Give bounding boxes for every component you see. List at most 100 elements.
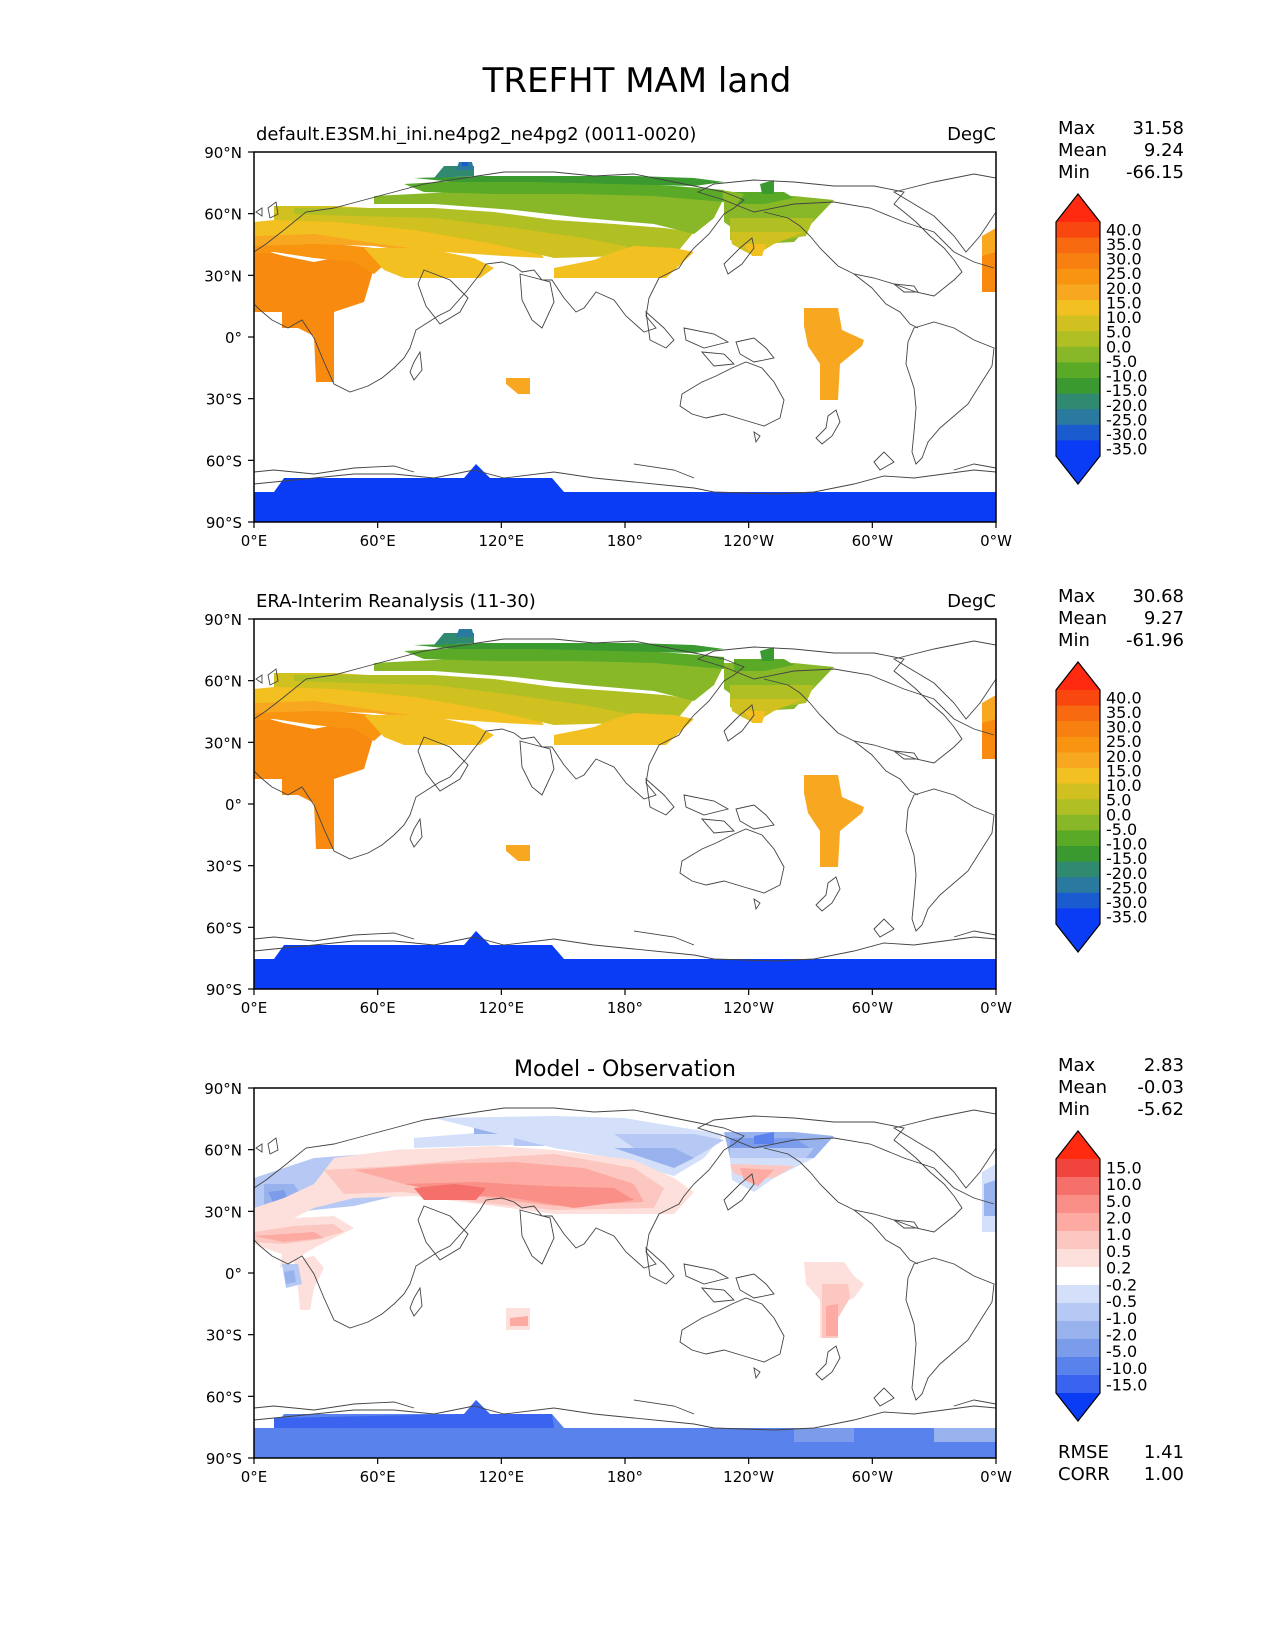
lon-tick-label: 180° <box>607 1468 643 1486</box>
colorbar-segment <box>1056 830 1100 847</box>
lon-tick-label: 60°E <box>360 999 396 1017</box>
lat-axis: 90°N 60°N 30°N 0° 30°S 60°S 90°S <box>204 1080 254 1468</box>
colorbar-tick-label: -20.0 <box>1106 864 1147 883</box>
lat-tick-label: 30°N <box>204 1203 242 1221</box>
lon-tick-label: 60°W <box>852 999 894 1017</box>
colorbar-segment <box>1056 362 1100 379</box>
colorbar-tick-label: 0.5 <box>1106 1242 1131 1261</box>
lat-tick-label: 30°S <box>206 858 242 876</box>
figure-title: TREFHT MAM land <box>482 61 792 101</box>
colorbar-tick-label: -10.0 <box>1106 1359 1147 1378</box>
colorbar-tick-label: 0.2 <box>1106 1259 1131 1278</box>
stat-min-value: -5.62 <box>1137 1099 1184 1120</box>
colorbar-outline <box>1055 661 1101 953</box>
colorbar-segment <box>1056 268 1100 285</box>
stat-max-value: 31.58 <box>1132 118 1184 139</box>
colorbar-segment <box>1056 331 1100 348</box>
stat-min-label: Min <box>1058 630 1090 651</box>
panel-units: DegC <box>947 124 996 145</box>
colorbar-tick-label: 25.0 <box>1106 264 1142 283</box>
colorbar-segment <box>1056 346 1100 363</box>
colorbar-segment <box>1056 440 1100 457</box>
lon-tick-label: 120°W <box>723 532 774 550</box>
colorbar-tick-label: -1.0 <box>1106 1309 1137 1328</box>
stat-max-value: 2.83 <box>1144 1055 1184 1076</box>
lon-tick-label: 120°W <box>723 1468 774 1486</box>
lon-tick-label: 0°E <box>241 1468 268 1486</box>
stat-max-value: 30.68 <box>1132 586 1184 607</box>
lat-tick-label: 90°N <box>204 144 242 162</box>
colorbar-tick-label: 5.0 <box>1106 323 1131 342</box>
colorbar-tick-label: 35.0 <box>1106 703 1142 722</box>
colorbar-segment <box>1056 705 1100 722</box>
stat-rmse-label: RMSE <box>1058 1442 1109 1463</box>
colorbar-tick-label: -5.0 <box>1106 352 1137 371</box>
map-fill <box>254 162 996 522</box>
lon-tick-label: 120°E <box>479 1468 525 1486</box>
colorbar-tick-label: 15.0 <box>1106 1158 1142 1177</box>
lat-tick-label: 0° <box>225 1265 242 1283</box>
lon-tick-label: 0°W <box>980 532 1012 550</box>
stat-corr-value: 1.00 <box>1144 1464 1184 1485</box>
stat-max-label: Max <box>1058 118 1096 139</box>
colorbar-tick-label: 5.0 <box>1106 791 1131 810</box>
colorbar-tick-label: 25.0 <box>1106 732 1142 751</box>
lat-tick-label: 30°N <box>204 267 242 285</box>
colorbar-segment <box>1056 300 1100 317</box>
colorbar-segment <box>1056 1357 1100 1376</box>
colorbar-segment <box>1056 378 1100 395</box>
colorbar-tick-label: -20.0 <box>1106 396 1147 415</box>
colorbar-segment <box>1056 393 1100 410</box>
lon-axis: 0°E 60°E 120°E 180° 120°W 60°W 0°W <box>241 1458 1012 1486</box>
lat-tick-label: 60°N <box>204 206 242 224</box>
lon-axis: 0°E 60°E 120°E 180° 120°W 60°W 0°W <box>241 522 1012 550</box>
colorbar-segment <box>1056 1321 1100 1340</box>
stat-mean-label: Mean <box>1058 608 1107 629</box>
colorbar-tick-label: -2.0 <box>1106 1326 1137 1345</box>
lon-tick-label: 120°E <box>479 999 525 1017</box>
colorbar-segment <box>1056 814 1100 831</box>
colorbar-segment <box>1056 736 1100 753</box>
panel-difference: Model - Observation <box>204 1057 1012 1486</box>
colorbar-segment <box>1056 222 1100 239</box>
colorbar-segment <box>1056 1249 1100 1268</box>
colorbar-tick-label: 20.0 <box>1106 747 1142 766</box>
lat-axis: 90°N 60°N 30°N 0° 30°S 60°S 90°S <box>204 611 254 999</box>
colorbar-test: 40.035.030.025.020.015.010.05.00.0-5.0-1… <box>1055 193 1147 485</box>
colorbar-segment <box>1056 1195 1100 1214</box>
colorbar-segment <box>1056 1267 1100 1286</box>
colorbar-segment <box>1056 721 1100 738</box>
lat-tick-label: 30°N <box>204 734 242 752</box>
colorbar-extend-max <box>1056 194 1100 222</box>
colorbar-segment <box>1056 1339 1100 1358</box>
map-fill <box>254 629 996 989</box>
lat-tick-label: 90°S <box>206 514 242 532</box>
colorbar-segment <box>1056 1303 1100 1322</box>
colorbar-tick-label: -15.0 <box>1106 381 1147 400</box>
colorbar-tick-label: -5.0 <box>1106 820 1137 839</box>
lon-tick-label: 0°W <box>980 999 1012 1017</box>
colorbar-segment <box>1056 877 1100 894</box>
stat-min-value: -61.96 <box>1126 630 1184 651</box>
lat-tick-label: 90°S <box>206 981 242 999</box>
lat-tick-label: 60°S <box>206 919 242 937</box>
colorbar-tick-label: -10.0 <box>1106 367 1147 386</box>
colorbar-tick-label: -35.0 <box>1106 908 1147 927</box>
colorbar-segment <box>1056 424 1100 441</box>
lat-axis: 90°N 60°N 30°N 0° 30°S 60°S 90°S <box>204 144 254 532</box>
colorbar-extend-max <box>1056 662 1100 690</box>
colorbar-tick-label: -0.2 <box>1106 1275 1137 1294</box>
panel-left-title: ERA-Interim Reanalysis (11-30) <box>256 591 536 612</box>
stat-min-label: Min <box>1058 1099 1090 1120</box>
colorbar-segment <box>1056 1375 1100 1394</box>
lat-tick-label: 90°N <box>204 611 242 629</box>
lon-axis: 0°E 60°E 120°E 180° 120°W 60°W 0°W <box>241 989 1012 1017</box>
colorbar-segment <box>1056 1213 1100 1232</box>
panel-left-title: default.E3SM.hi_ini.ne4pg2_ne4pg2 (0011-… <box>256 124 696 145</box>
colorbar-tick-label: 0.0 <box>1106 805 1131 824</box>
lat-tick-label: 60°S <box>206 452 242 470</box>
colorbar-extend-max <box>1056 1131 1100 1159</box>
colorbar-tick-label: -15.0 <box>1106 849 1147 868</box>
lat-tick-label: 0° <box>225 329 242 347</box>
colorbar-extend-min <box>1056 1393 1100 1421</box>
